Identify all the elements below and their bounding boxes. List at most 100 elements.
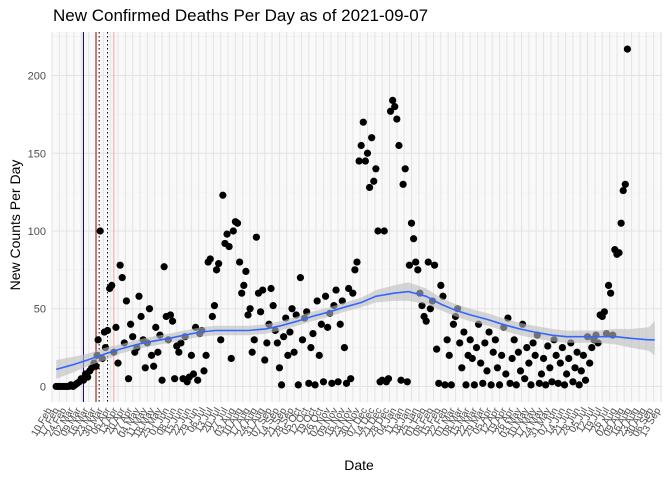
chart-title: New Confirmed Deaths Per Day as of 2021-… [53, 6, 429, 25]
data-point [154, 348, 162, 356]
data-point [399, 180, 407, 188]
data-point [108, 281, 116, 290]
data-point [168, 317, 177, 325]
data-point [124, 375, 133, 383]
data-point [284, 351, 292, 359]
data-point [280, 333, 288, 341]
data-point [418, 302, 426, 310]
data-point [607, 289, 615, 297]
data-point [307, 343, 315, 352]
data-point [305, 379, 313, 387]
data-point [135, 292, 143, 300]
data-point [477, 359, 485, 367]
data-point [357, 141, 365, 150]
data-point [565, 354, 573, 363]
data-point [527, 381, 535, 389]
data-point [372, 165, 380, 173]
y-tick-label: 0 [40, 381, 46, 393]
event-lines [82, 32, 115, 402]
data-point [456, 339, 464, 347]
data-point [345, 284, 353, 293]
data-point [481, 339, 489, 347]
data-point [347, 375, 355, 383]
data-point [468, 354, 476, 363]
data-point [351, 266, 359, 274]
data-point [94, 336, 102, 344]
data-point [498, 351, 506, 359]
data-point [460, 328, 468, 336]
data-point [363, 149, 372, 157]
data-point [447, 381, 455, 389]
data-point [571, 364, 579, 372]
data-point [472, 343, 481, 352]
data-point [309, 329, 317, 338]
data-point [395, 141, 403, 150]
data-point [315, 351, 323, 359]
data-point [462, 381, 470, 389]
data-point [391, 103, 399, 111]
data-point [441, 381, 449, 389]
data-point [523, 343, 531, 352]
data-point [397, 376, 405, 384]
data-point [483, 367, 491, 375]
data-point [485, 328, 493, 336]
data-point [319, 378, 328, 386]
data-point [389, 96, 397, 105]
data-point [259, 286, 267, 294]
data-point [514, 348, 523, 356]
data-point [118, 274, 126, 282]
data-point [200, 367, 208, 375]
data-point [560, 381, 569, 389]
data-point [332, 286, 340, 294]
data-point [422, 317, 430, 325]
data-point [92, 362, 100, 370]
data-point [246, 305, 254, 313]
data-point [424, 258, 432, 266]
data-point [250, 336, 258, 344]
y-tick-label: 100 [28, 226, 46, 238]
data-point [535, 379, 543, 387]
y-tick-label: 200 [28, 71, 46, 83]
data-point [510, 336, 518, 344]
data-point [558, 343, 567, 352]
data-point [355, 157, 363, 165]
data-point [137, 312, 145, 321]
x-axis-label: Date [344, 457, 374, 473]
data-point [604, 281, 613, 290]
data-point [252, 233, 260, 241]
data-point [175, 348, 183, 356]
data-point [240, 281, 248, 290]
data-point [277, 381, 286, 389]
data-point [569, 378, 577, 386]
data-point [313, 297, 321, 305]
data-point [479, 379, 487, 387]
data-point [116, 261, 124, 269]
data-point [238, 289, 246, 297]
data-point [368, 134, 376, 142]
data-point [443, 336, 451, 344]
data-point [579, 351, 587, 359]
data-point [229, 227, 237, 235]
data-point [166, 311, 175, 319]
data-point [334, 378, 342, 386]
data-point [401, 165, 409, 173]
data-point [521, 375, 529, 383]
data-point [491, 336, 499, 344]
y-tick-label: 150 [28, 148, 46, 160]
data-point [548, 378, 556, 386]
data-point [353, 258, 361, 266]
data-point [288, 305, 296, 313]
data-point [298, 336, 307, 344]
data-point [380, 227, 388, 235]
data-point [187, 351, 195, 359]
data-point [512, 381, 520, 389]
data-point [412, 258, 420, 266]
data-point [619, 186, 627, 195]
data-point [206, 255, 214, 263]
data-point [403, 378, 411, 386]
data-point [160, 263, 168, 271]
data-point [621, 180, 629, 188]
